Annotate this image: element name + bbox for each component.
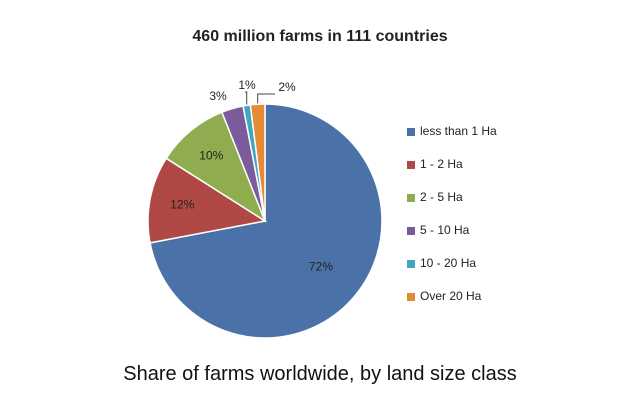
data-label-over-20-ha: 2% [278,80,296,94]
legend-label-2-5-ha: 2 - 5 Ha [420,190,463,204]
legend-swatch-10-20-ha [407,260,415,268]
legend-swatch-less-than-1-ha [407,128,415,136]
data-label-5-10-ha: 3% [209,89,227,103]
legend-swatch-over-20-ha [407,293,415,301]
pie-slice-2-5-ha [165,111,267,223]
pie-slice-1-2-ha [147,157,268,244]
leader-line-over-20-ha [257,93,275,104]
legend-label-5-10-ha: 5 - 10 Ha [420,223,470,237]
legend-swatch-2-5-ha [407,194,415,202]
data-label-less-than-1-ha: 72% [309,259,333,273]
leader-line-10-20-ha [245,91,248,105]
legend-label-less-than-1-ha: less than 1 Ha [420,124,497,138]
data-label-2-5-ha: 10% [199,148,223,162]
pie-slice-over-20-ha [249,103,266,222]
legend-label-over-20-ha: Over 20 Ha [420,289,482,303]
legend-swatch-5-10-ha [407,227,415,235]
data-label-10-20-ha: 1% [238,78,256,92]
data-label-1-2-ha: 12% [170,197,194,211]
figure-caption: Share of farms worldwide, by land size c… [123,363,517,385]
legend-label-10-20-ha: 10 - 20 Ha [420,256,476,270]
legend-swatch-1-2-ha [407,161,415,169]
chart-title: 460 million farms in 111 countries [192,28,448,45]
legend-label-1-2-ha: 1 - 2 Ha [420,157,463,171]
